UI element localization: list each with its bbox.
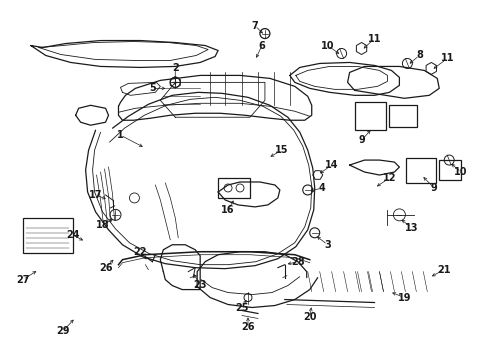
FancyBboxPatch shape — [388, 105, 416, 127]
Text: 16: 16 — [221, 205, 234, 215]
Text: 8: 8 — [415, 50, 422, 60]
Text: 18: 18 — [96, 220, 109, 230]
Text: 9: 9 — [357, 135, 364, 145]
Text: 13: 13 — [404, 223, 417, 233]
Text: 1: 1 — [117, 130, 123, 140]
Text: 6: 6 — [258, 41, 265, 50]
Text: 20: 20 — [303, 312, 316, 323]
FancyBboxPatch shape — [406, 158, 435, 183]
Text: 19: 19 — [397, 293, 410, 302]
Text: 2: 2 — [172, 63, 178, 73]
Text: 22: 22 — [133, 247, 147, 257]
Text: 29: 29 — [56, 327, 69, 336]
Text: 3: 3 — [324, 240, 330, 250]
FancyBboxPatch shape — [23, 218, 73, 253]
Text: 11: 11 — [367, 33, 381, 44]
Text: 17: 17 — [89, 190, 102, 200]
Text: 27: 27 — [16, 275, 30, 285]
FancyBboxPatch shape — [354, 102, 386, 130]
Text: 26: 26 — [241, 323, 254, 332]
Text: 10: 10 — [453, 167, 467, 177]
Text: 24: 24 — [66, 230, 79, 240]
Text: 7: 7 — [251, 21, 258, 31]
Text: 14: 14 — [324, 160, 338, 170]
Text: 15: 15 — [275, 145, 288, 155]
Text: 10: 10 — [320, 41, 334, 50]
FancyBboxPatch shape — [438, 160, 460, 180]
Text: 4: 4 — [318, 183, 325, 193]
Text: 23: 23 — [193, 280, 206, 289]
Text: 9: 9 — [430, 183, 437, 193]
Text: 21: 21 — [437, 265, 450, 275]
Text: 5: 5 — [149, 84, 155, 93]
Text: 26: 26 — [99, 263, 112, 273]
Text: 25: 25 — [235, 302, 248, 312]
Text: 11: 11 — [440, 54, 453, 63]
Text: 28: 28 — [290, 257, 304, 267]
Text: 12: 12 — [382, 173, 395, 183]
